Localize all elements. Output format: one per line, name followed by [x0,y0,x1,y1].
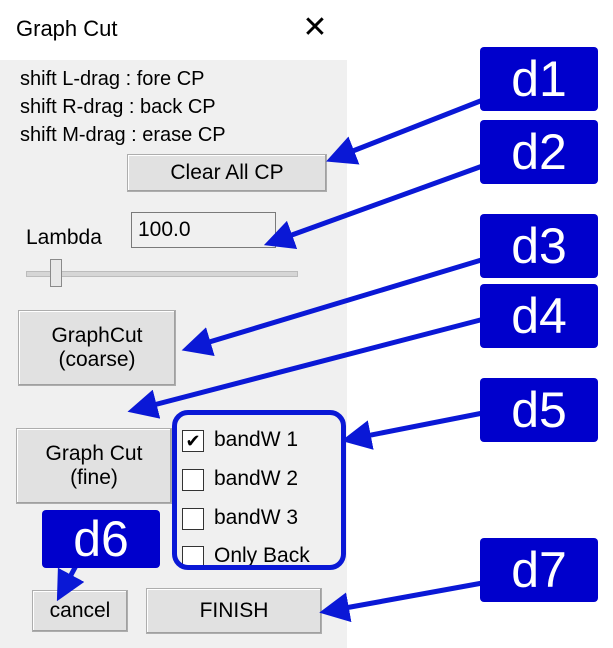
bandw2-label: bandW 2 [214,467,299,490]
cancel-button[interactable]: cancel [32,590,128,632]
finish-label: FINISH [199,598,269,622]
arrow-d3 [181,255,489,357]
bandw1-checkbox[interactable]: ✔ [182,430,204,452]
annotation-d5: d5 [480,378,598,442]
only-back-label: Only Back [214,544,310,567]
arrow-d2 [263,161,489,250]
graphcut-coarse-button[interactable]: GraphCut (coarse) [18,310,176,386]
checkbox-group-highlight [172,410,346,570]
instruction-fore: shift L-drag : fore CP [20,68,205,90]
annotation-d3: d3 [480,214,598,278]
lambda-label: Lambda [26,226,102,249]
bandw3-label: bandW 3 [214,506,299,529]
bandw2-checkbox[interactable] [182,469,204,491]
clear-all-cp-button[interactable]: Clear All CP [127,154,327,192]
lambda-input[interactable] [131,212,276,248]
arrow-d1 [326,95,489,165]
finish-button[interactable]: FINISH [146,588,322,634]
close-icon[interactable]: ✕ [302,11,328,44]
bandw3-checkbox[interactable] [182,508,204,530]
lambda-slider-thumb[interactable] [50,259,62,287]
lambda-slider[interactable] [26,271,298,277]
arrow-d5 [341,409,489,450]
instruction-erase: shift M-drag : erase CP [20,124,226,146]
graphcut-fine-label-2: (fine) [70,466,118,489]
graphcut-fine-label-1: Graph Cut [45,441,143,465]
clear-all-cp-label: Clear All CP [170,160,284,184]
graphcut-fine-button[interactable]: Graph Cut (fine) [16,428,172,504]
annotation-d2: d2 [480,120,598,184]
annotation-d6: d6 [42,510,160,568]
graphcut-coarse-label-2: (coarse) [58,348,136,371]
arrow-d7 [319,579,489,623]
instruction-back: shift R-drag : back CP [20,96,216,118]
annotation-d7: d7 [480,538,598,602]
graphcut-coarse-label-1: GraphCut [51,323,143,347]
annotation-d4: d4 [480,284,598,348]
arrow-d4 [127,315,489,419]
title-bar: Graph Cut ✕ [0,0,347,60]
graph-cut-dialog: Graph Cut ✕ shift L-drag : fore CP shift… [0,0,347,648]
annotation-d1: d1 [480,47,598,111]
cancel-label: cancel [49,598,111,622]
window-title: Graph Cut [16,16,118,41]
bandw1-label: bandW 1 [214,428,299,451]
